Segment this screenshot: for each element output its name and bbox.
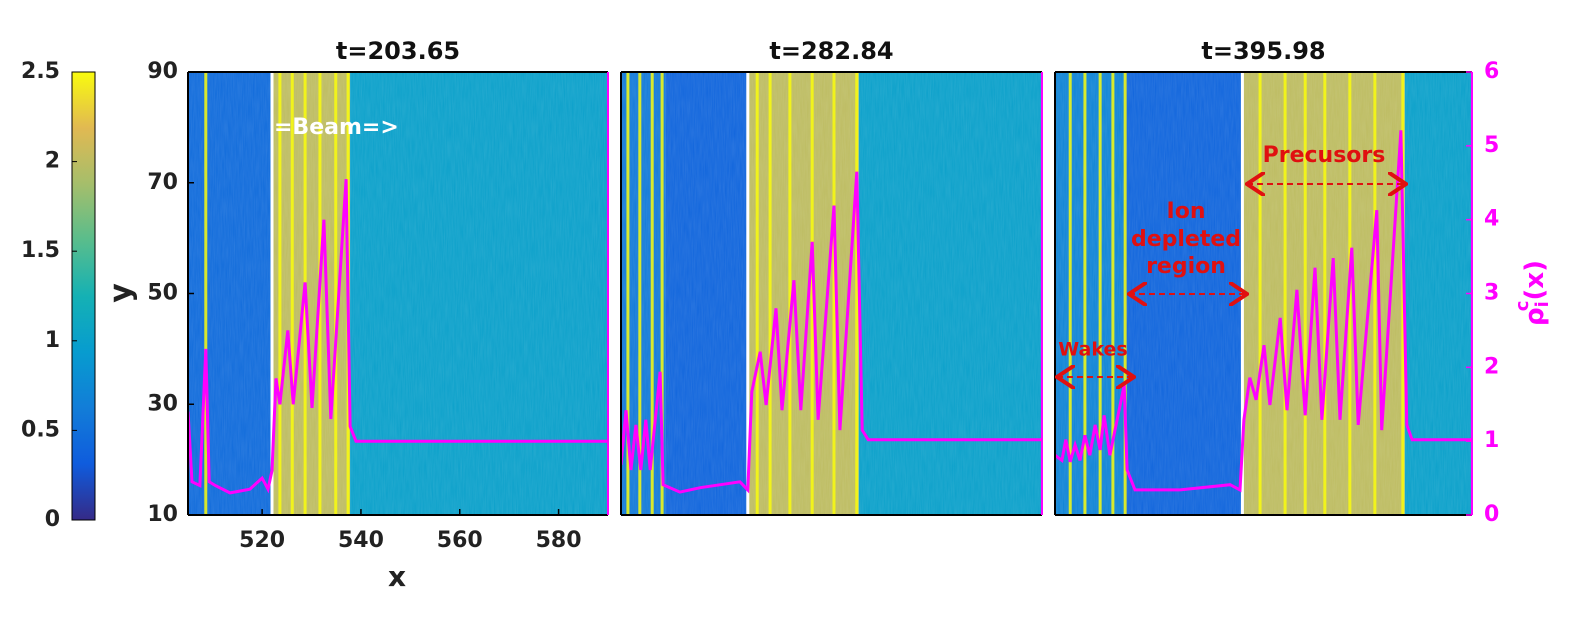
- noise-texture: [621, 72, 1042, 515]
- plot-area: [1055, 72, 1472, 515]
- y2-label-sup: c: [1512, 301, 1533, 312]
- x-tick-label: 580: [536, 528, 582, 553]
- density-stripe: [788, 72, 792, 515]
- ion-annotation-line: region: [1146, 254, 1226, 279]
- density-stripe: [1283, 72, 1287, 515]
- x-tick-label: 560: [437, 528, 483, 553]
- y2-tick-label: 6: [1484, 59, 1499, 84]
- density-stripe: [204, 72, 208, 515]
- colorbar-tick-label: 1.5: [21, 238, 60, 263]
- ion-annotation-line: Ion: [1167, 199, 1206, 224]
- density-stripe: [1373, 72, 1377, 515]
- density-stripe: [768, 72, 772, 515]
- colorbar-tick-label: 0.5: [21, 417, 60, 442]
- y2-label-sub: i: [1532, 301, 1553, 307]
- overlay: x y ρic(x) =Beam=> Precusors Ion deplete…: [104, 115, 1554, 593]
- plot-area: [188, 72, 608, 515]
- noise-texture: [1055, 72, 1472, 515]
- y2-tick-label: 0: [1484, 502, 1499, 527]
- density-stripe: [278, 72, 282, 515]
- density-stripe: [1083, 72, 1087, 515]
- beam-annotation: =Beam=>: [274, 115, 399, 140]
- density-stripe: [832, 72, 836, 515]
- panel-title: t=282.84: [769, 37, 893, 65]
- density-stripe: [650, 72, 654, 515]
- density-stripe: [334, 72, 338, 515]
- ion-annotation-line: depleted: [1131, 227, 1241, 252]
- density-line: [1055, 130, 1472, 493]
- y-tick-label: 70: [147, 170, 178, 195]
- wakes-annotation: Wakes: [1058, 339, 1127, 361]
- density-line: [621, 171, 1042, 494]
- y-tick-label: 10: [147, 502, 178, 527]
- density-stripe: [290, 72, 294, 515]
- y-tick-label: 50: [147, 281, 178, 306]
- density-stripe: [1111, 72, 1115, 515]
- density-stripe: [755, 72, 759, 515]
- y2-label-symbol: ρ: [1520, 307, 1550, 326]
- plot-area: [621, 72, 1042, 515]
- density-stripe: [660, 72, 664, 515]
- colorbar-tick-label: 2: [45, 149, 60, 174]
- y-tick-label: 30: [147, 391, 178, 416]
- colorbar: [71, 71, 96, 521]
- y2-label-arg: (x): [1520, 260, 1550, 301]
- colorbar-tick-label: 0: [45, 507, 60, 532]
- x-axis-label: x: [388, 560, 406, 593]
- colorbar-tick-label: 2.5: [21, 59, 60, 84]
- panel-title: t=203.65: [336, 37, 460, 65]
- density-stripe: [810, 72, 814, 515]
- y2-tick-label: 1: [1484, 428, 1499, 453]
- y-tick-label: 90: [147, 59, 178, 84]
- x-tick-label: 540: [338, 528, 384, 553]
- density-stripe: [1068, 72, 1072, 515]
- density-stripe: [1303, 72, 1307, 515]
- colorbar-tick-label: 1: [45, 328, 60, 353]
- density-stripe: [1258, 72, 1262, 515]
- y2-tick-label: 3: [1484, 281, 1499, 306]
- density-stripe: [1098, 72, 1102, 515]
- y-axis-label: y: [104, 283, 139, 303]
- y2-tick-label: 5: [1484, 133, 1499, 158]
- y2-tick-label: 2: [1484, 354, 1499, 379]
- precursors-annotation: Precusors: [1263, 143, 1386, 168]
- density-line: [188, 179, 608, 495]
- density-stripe: [1123, 72, 1127, 515]
- density-stripe: [855, 72, 859, 515]
- density-stripe: [626, 72, 630, 515]
- x-tick-label: 520: [239, 528, 285, 553]
- y2-axis-label: ρic(x): [1512, 260, 1553, 326]
- density-stripe: [638, 72, 642, 515]
- y2-tick-label: 4: [1484, 207, 1499, 232]
- density-stripe: [1323, 72, 1327, 515]
- panel-title: t=395.98: [1201, 37, 1325, 65]
